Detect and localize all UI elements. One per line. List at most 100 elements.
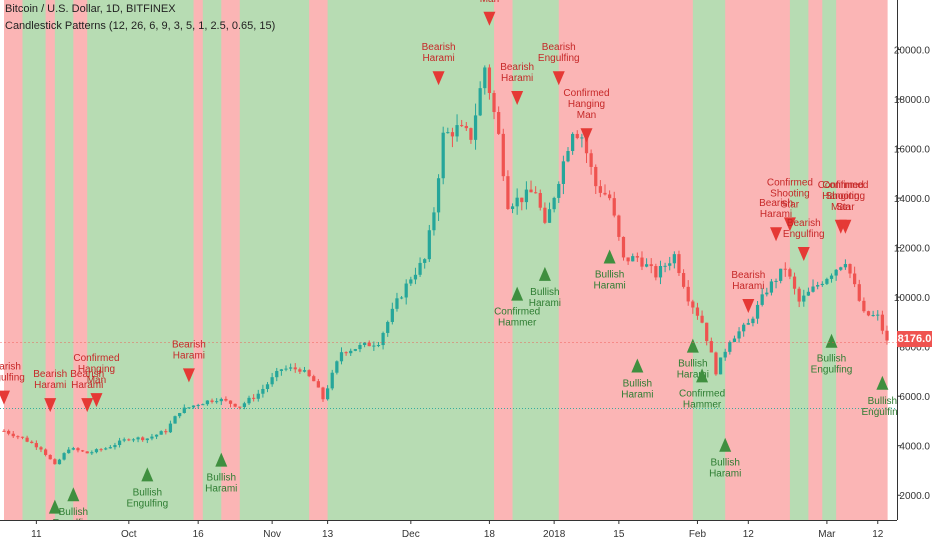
candle-body xyxy=(219,398,223,402)
candle-body xyxy=(783,268,787,270)
candle xyxy=(362,342,367,348)
candle xyxy=(654,263,658,281)
candle-body xyxy=(501,133,505,177)
candle xyxy=(538,189,542,211)
candle-body xyxy=(275,370,279,378)
candle xyxy=(196,403,200,409)
candle-body xyxy=(62,453,66,460)
candle xyxy=(816,281,820,290)
bearish-marker-icon xyxy=(81,398,94,413)
candle xyxy=(418,257,422,277)
candle-body xyxy=(885,330,889,341)
candle-body xyxy=(598,186,602,193)
candle-body xyxy=(325,388,330,400)
candle-body xyxy=(159,431,163,435)
candle xyxy=(215,398,219,404)
candle-body xyxy=(154,434,159,437)
candle-body xyxy=(640,257,644,267)
candle xyxy=(529,180,533,193)
candle-body xyxy=(751,318,755,324)
trend-band-bear xyxy=(725,0,791,520)
bearish-marker-icon xyxy=(483,11,496,26)
candle-body xyxy=(631,256,635,262)
candle-body xyxy=(571,133,575,152)
candle-body xyxy=(372,345,376,347)
trend-band-bear xyxy=(221,0,241,520)
candle-body xyxy=(362,342,367,345)
candle xyxy=(34,440,38,450)
candle-body xyxy=(76,448,80,451)
candle-body xyxy=(765,292,769,295)
trend-band-bull xyxy=(54,0,74,520)
candle-body xyxy=(57,459,62,465)
candle xyxy=(284,365,288,372)
candle xyxy=(210,398,214,404)
candle-body xyxy=(71,448,75,450)
candle xyxy=(668,256,672,271)
pattern-label: Star xyxy=(781,199,800,210)
candle xyxy=(742,322,746,337)
candle-body xyxy=(358,344,362,350)
candle xyxy=(552,196,556,213)
candle xyxy=(372,341,376,351)
candle-body xyxy=(108,447,112,449)
candle xyxy=(330,369,334,391)
study-legend[interactable]: Candlestick Patterns (12, 26, 6, 9, 3, 5… xyxy=(5,20,276,32)
candle-body xyxy=(48,454,52,460)
last-price-badge: 8176.0 xyxy=(897,331,932,347)
candle xyxy=(316,378,320,388)
candle-body xyxy=(113,445,117,448)
candle xyxy=(843,259,848,270)
candle xyxy=(746,318,750,325)
candle-body xyxy=(691,301,695,308)
bearish-marker-icon xyxy=(742,299,755,314)
candle xyxy=(131,438,136,443)
candle xyxy=(413,267,418,285)
time-tick-label: Mar xyxy=(818,529,836,540)
candle xyxy=(677,250,681,276)
candle-body xyxy=(487,67,492,94)
pattern-label: Bearish xyxy=(731,270,765,281)
candle-body xyxy=(728,341,732,352)
candle xyxy=(395,292,399,312)
candle xyxy=(732,335,737,343)
bullish-marker-icon xyxy=(141,467,154,482)
pattern-label: Harami xyxy=(677,370,709,381)
candle-body xyxy=(557,183,561,198)
candle-body xyxy=(196,404,200,406)
pattern-label: Confirmed xyxy=(73,353,119,364)
candle xyxy=(857,279,861,302)
candle-body xyxy=(792,276,797,289)
bearish-marker-icon xyxy=(0,390,10,405)
candle xyxy=(57,458,62,465)
candle-body xyxy=(668,263,672,266)
candle-body xyxy=(127,439,131,441)
candle-body xyxy=(85,451,89,454)
candle-body xyxy=(367,342,371,347)
time-tick-label: 2018 xyxy=(543,529,566,540)
candle xyxy=(289,363,293,372)
candle xyxy=(714,351,718,376)
candle xyxy=(520,197,524,211)
candle-body xyxy=(524,189,529,203)
pattern-label: Harami xyxy=(529,298,561,309)
candle-body xyxy=(182,407,186,414)
candle xyxy=(825,277,829,285)
trend-band-bear xyxy=(193,0,204,520)
candle-body xyxy=(718,357,723,375)
candle-body xyxy=(279,369,284,371)
bullish-marker-icon xyxy=(215,452,228,467)
candle-body xyxy=(67,449,71,454)
time-tick-label: 12 xyxy=(743,529,755,540)
candle xyxy=(48,454,52,460)
candle-body xyxy=(335,361,339,373)
candle xyxy=(376,342,381,348)
candle xyxy=(672,251,676,269)
